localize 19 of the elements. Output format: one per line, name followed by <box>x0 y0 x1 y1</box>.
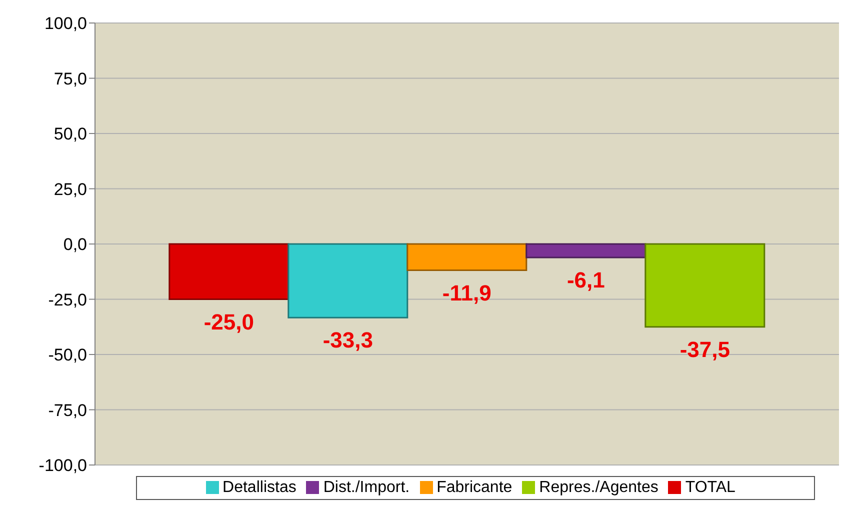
data-label: -33,3 <box>322 328 373 353</box>
y-tick-label: 50,0 <box>54 124 87 144</box>
y-tick-label: 25,0 <box>54 180 87 199</box>
y-tick-label: -75,0 <box>48 400 87 420</box>
y-tick-label: -25,0 <box>48 290 87 310</box>
legend-label: Dist./Import. <box>323 479 410 496</box>
legend-label: Detallistas <box>222 479 296 496</box>
data-label: -6,1 <box>566 267 605 292</box>
data-label: -37,5 <box>680 336 730 362</box>
data-label: -25,0 <box>204 309 254 334</box>
data-label: -11,9 <box>442 280 492 306</box>
y-tick-label: 75,0 <box>54 69 87 88</box>
y-tick-label: -100,0 <box>38 456 87 476</box>
legend-label: Repres./Agentes <box>539 479 658 496</box>
legend-label: TOTAL <box>685 479 736 496</box>
y-tick-label: -50,0 <box>48 346 87 365</box>
legend-label: Fabricante <box>436 479 512 496</box>
y-tick-label: 0,0 <box>63 235 87 254</box>
y-tick-label: 100,0 <box>44 14 87 34</box>
